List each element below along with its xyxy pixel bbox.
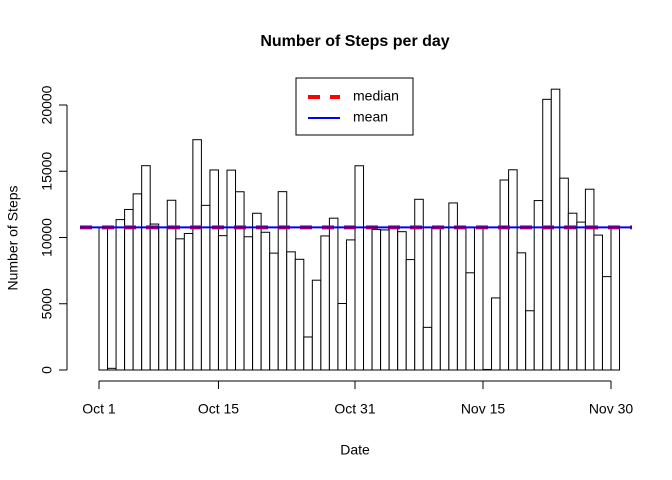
bar (252, 212, 262, 371)
bar (345, 239, 356, 371)
chart-title: Number of Steps per day (260, 33, 449, 50)
x-tick-label: Oct 31 (334, 401, 375, 417)
y-tick-label: 20000 (39, 85, 55, 124)
y-tick-label: 0 (39, 366, 55, 374)
bar (277, 191, 288, 371)
legend-label: mean (353, 109, 388, 125)
bar (149, 223, 160, 371)
bar (473, 226, 484, 371)
bar (294, 258, 305, 371)
y-axis-label: Number of Steps (5, 185, 21, 290)
bar (115, 219, 126, 371)
bar (610, 226, 621, 371)
bar (559, 177, 569, 371)
bar (303, 336, 313, 371)
bar (525, 310, 535, 371)
bar (567, 212, 578, 371)
bar (158, 226, 168, 371)
bar (576, 221, 586, 371)
y-tick-label: 10000 (39, 218, 55, 257)
bar (414, 198, 424, 371)
bar (124, 208, 134, 371)
bar (243, 236, 254, 371)
bar (269, 252, 279, 371)
x-tick-label: Nov 15 (461, 401, 506, 417)
bar (533, 200, 544, 371)
bar (482, 368, 493, 371)
bar (328, 217, 339, 371)
bar (516, 252, 527, 371)
x-tick-label: Oct 1 (82, 401, 116, 417)
bar (601, 276, 612, 371)
x-tick-label: Nov 30 (589, 401, 634, 417)
bar (311, 279, 322, 371)
bar (584, 188, 595, 371)
bar (388, 226, 399, 371)
bar (593, 234, 603, 371)
bar (431, 226, 441, 371)
y-tick-label: 15000 (39, 152, 55, 191)
bar (337, 303, 347, 371)
bar (542, 98, 552, 371)
bar (200, 204, 211, 371)
bar (217, 235, 228, 371)
bar (209, 169, 219, 371)
bar (363, 226, 373, 371)
bar (354, 165, 365, 371)
bar (550, 88, 561, 371)
x-tick-label: Oct 15 (198, 401, 239, 417)
bar (235, 191, 245, 371)
legend-label: median (353, 88, 399, 104)
y-tick-label: 5000 (39, 288, 55, 319)
bar (499, 179, 510, 371)
bar (397, 231, 407, 371)
bar (422, 326, 433, 371)
bar (175, 238, 185, 371)
bar (132, 193, 143, 371)
bar (183, 232, 194, 371)
bar (226, 169, 237, 371)
bar (286, 251, 296, 371)
bar (371, 229, 382, 371)
bar (192, 139, 202, 371)
bar (320, 235, 330, 371)
bar (405, 259, 416, 371)
bar (107, 367, 117, 371)
bar (141, 165, 151, 371)
legend-box (295, 77, 414, 136)
bar (98, 226, 109, 371)
bar (260, 231, 271, 371)
bar (456, 226, 467, 371)
bar (491, 297, 501, 371)
bar (439, 226, 450, 371)
x-axis-label: Date (340, 442, 370, 458)
bar (465, 272, 475, 371)
bar (508, 169, 518, 371)
bar (380, 229, 390, 371)
